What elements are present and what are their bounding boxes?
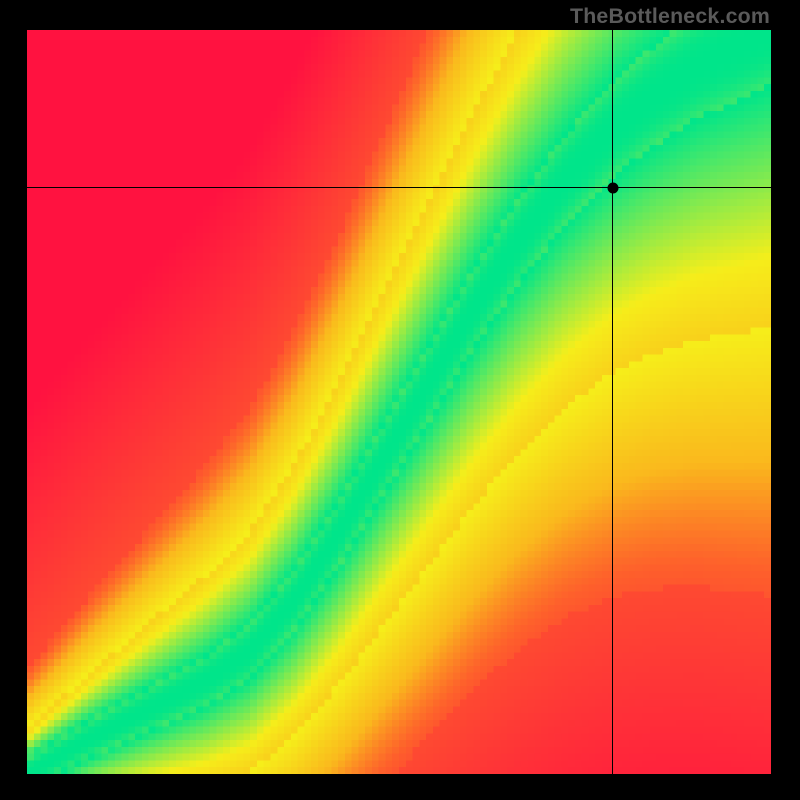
figure-container: TheBottleneck.com — [0, 0, 800, 800]
watermark-text: TheBottleneck.com — [570, 4, 770, 29]
crosshair-horizontal — [27, 187, 771, 189]
target-point-marker — [607, 182, 618, 193]
heatmap-canvas — [27, 30, 771, 774]
crosshair-vertical — [612, 30, 614, 774]
plot-frame — [27, 30, 771, 774]
